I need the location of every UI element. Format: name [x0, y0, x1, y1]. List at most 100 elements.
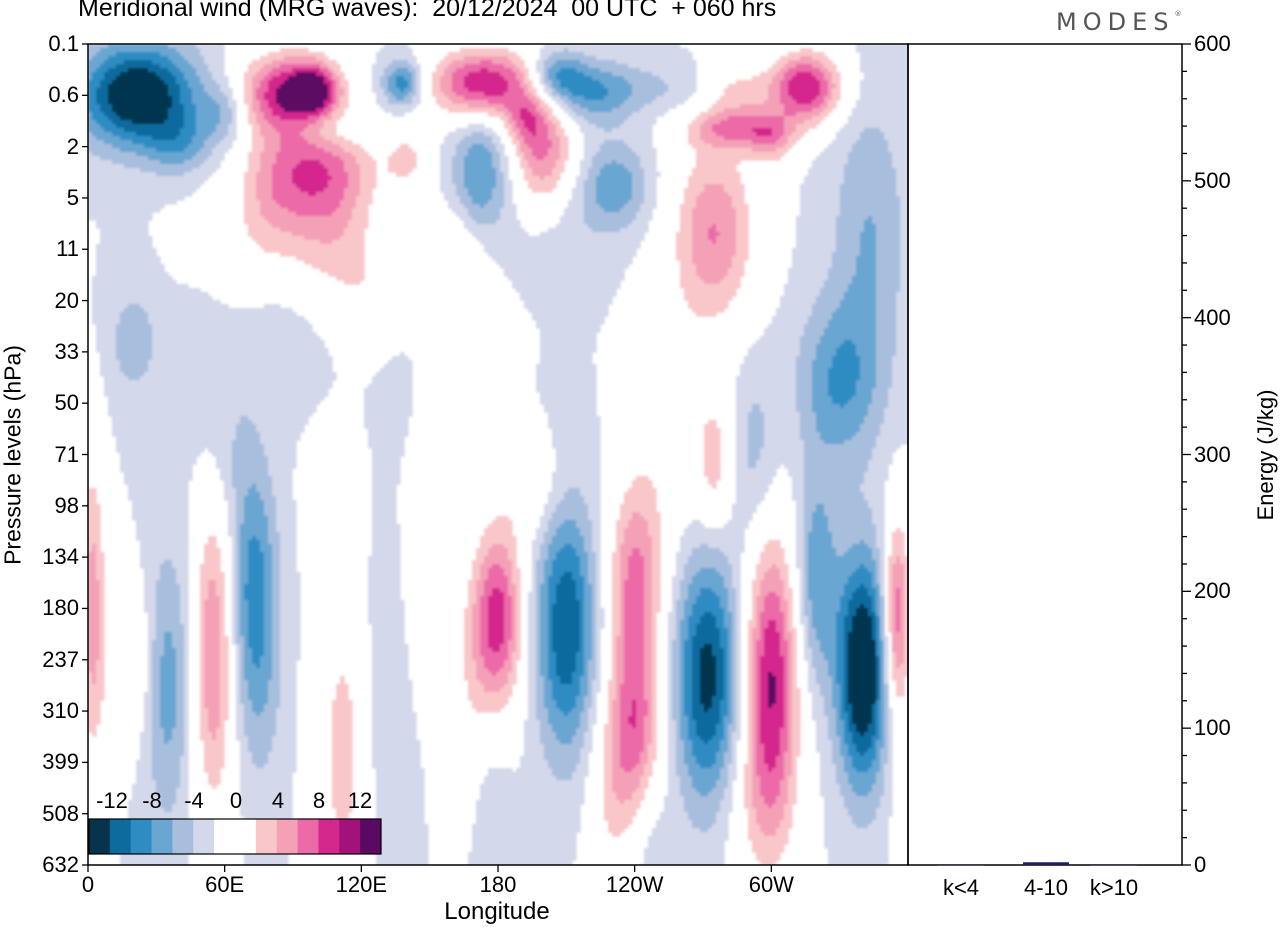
field-cell — [712, 588, 729, 593]
field-cell — [784, 580, 789, 585]
field-cell — [160, 676, 177, 681]
field-cell — [152, 688, 161, 693]
field-cell — [88, 200, 177, 205]
field-cell — [540, 352, 593, 357]
field-cell — [608, 88, 633, 93]
field-cell — [792, 636, 797, 641]
field-cell — [160, 720, 177, 725]
field-cell — [684, 608, 693, 613]
field-cell — [812, 360, 833, 365]
field-cell — [736, 412, 749, 417]
field-cell — [680, 676, 685, 681]
field-cell — [480, 240, 641, 245]
field-cell — [240, 532, 269, 537]
field-cell — [856, 100, 908, 105]
field-cell — [340, 676, 345, 681]
field-cell — [388, 160, 417, 165]
field-cell — [624, 204, 641, 209]
field-cell — [504, 104, 537, 109]
field-cell — [788, 608, 793, 613]
field-cell — [532, 148, 549, 153]
field-cell — [880, 616, 885, 621]
field-cell — [260, 100, 269, 105]
field-cell — [208, 708, 221, 713]
field-cell — [652, 640, 657, 645]
field-cell — [104, 392, 329, 397]
field-cell — [712, 704, 721, 709]
field-cell — [876, 672, 881, 677]
field-cell — [480, 544, 493, 549]
field-cell — [88, 88, 97, 93]
field-cell — [768, 68, 781, 73]
field-cell — [540, 524, 549, 529]
field-cell — [292, 232, 345, 237]
field-cell — [572, 100, 625, 105]
field-cell — [652, 704, 657, 709]
field-cell — [152, 680, 161, 685]
field-cell — [280, 592, 301, 597]
field-cell — [756, 576, 765, 581]
field-cell — [472, 200, 489, 205]
field-cell — [752, 716, 757, 721]
field-cell — [796, 516, 805, 521]
field-cell — [100, 644, 105, 649]
field-cell — [516, 124, 525, 129]
field-cell — [832, 260, 857, 265]
field-cell — [892, 160, 908, 165]
field-cell — [96, 68, 109, 73]
field-cell — [184, 680, 189, 685]
field-cell — [276, 200, 341, 205]
field-cell — [540, 176, 545, 181]
field-cell — [272, 488, 293, 493]
field-cell — [332, 212, 353, 217]
field-cell — [332, 68, 341, 73]
field-cell — [160, 656, 177, 661]
field-cell — [836, 624, 845, 629]
field-cell — [440, 172, 453, 177]
field-cell — [592, 636, 597, 641]
field-cell — [804, 120, 821, 125]
field-cell — [548, 708, 561, 713]
field-cell — [488, 616, 505, 621]
field-cell — [580, 684, 589, 689]
field-cell — [620, 556, 629, 561]
field-cell — [900, 256, 908, 261]
field-cell — [96, 92, 109, 97]
field-cell — [240, 680, 249, 685]
field-cell — [384, 92, 393, 97]
field-cell — [96, 328, 117, 333]
field-cell — [536, 676, 545, 681]
field-cell — [204, 660, 221, 665]
field-cell — [464, 164, 493, 169]
field-cell — [584, 132, 653, 137]
field-cell — [184, 72, 197, 77]
field-cell — [532, 572, 537, 577]
field-cell — [176, 652, 185, 657]
field-cell — [892, 152, 908, 157]
field-cell — [728, 596, 737, 601]
field-cell — [724, 696, 729, 701]
field-cell — [696, 312, 717, 317]
field-cell — [464, 652, 473, 657]
field-cell — [720, 628, 729, 633]
field-cell — [736, 416, 749, 421]
field-cell — [800, 352, 817, 357]
field-cell — [592, 604, 597, 609]
field-cell — [252, 88, 257, 93]
field-cell — [824, 712, 837, 717]
field-cell — [688, 616, 701, 621]
field-cell — [736, 440, 749, 445]
field-cell — [748, 648, 753, 653]
field-cell — [500, 264, 629, 269]
field-cell — [860, 356, 877, 361]
field-cell — [192, 140, 205, 145]
field-cell — [480, 652, 509, 657]
field-cell — [580, 636, 585, 641]
field-cell — [896, 600, 901, 605]
field-cell — [320, 132, 337, 137]
field-cell — [588, 712, 597, 717]
field-cell — [204, 684, 221, 689]
field-cell — [760, 456, 805, 461]
field-cell — [616, 536, 625, 541]
field-cell — [892, 620, 897, 625]
